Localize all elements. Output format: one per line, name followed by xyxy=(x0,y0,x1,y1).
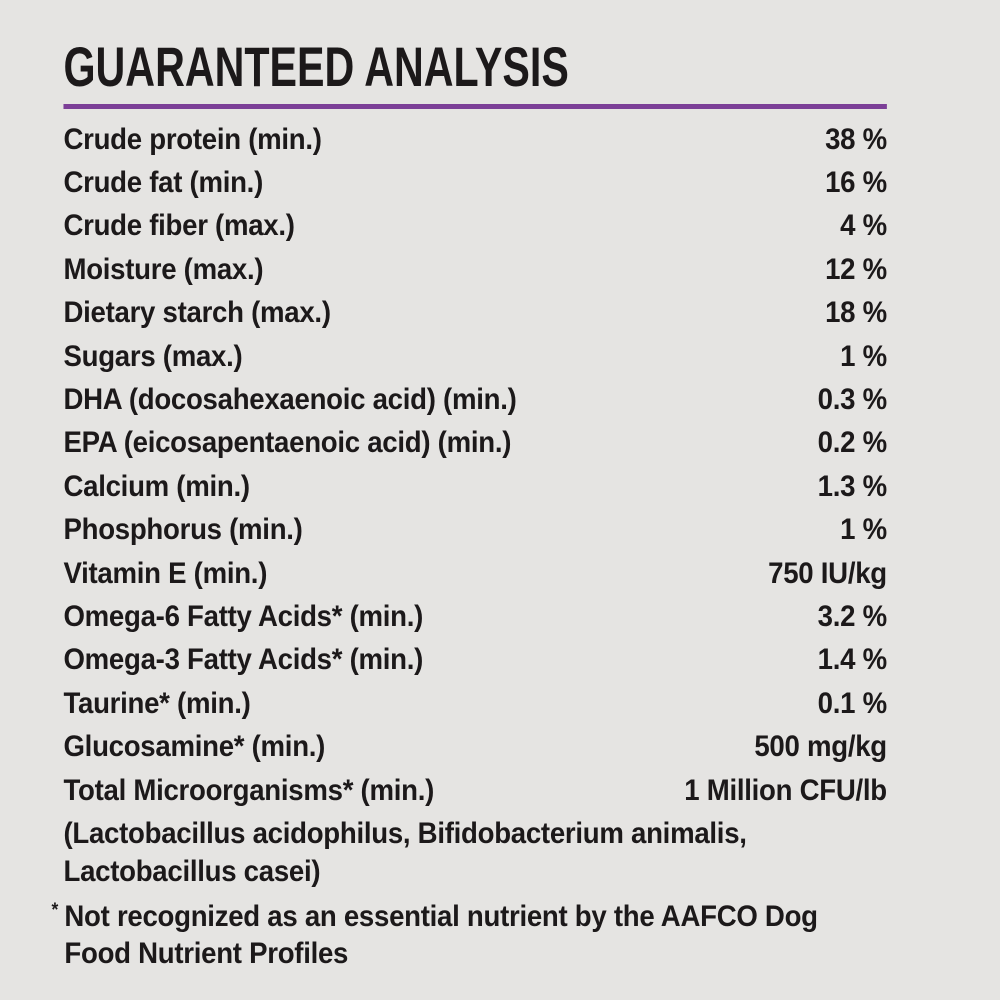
analysis-row: Vitamin E (min.) 750 IU/kg xyxy=(63,552,887,595)
nutrient-value: 4 % xyxy=(840,209,887,243)
nutrient-value: 1 % xyxy=(840,339,887,373)
label-content: GUARANTEED ANALYSIS Crude protein (min.)… xyxy=(50,35,888,972)
section-title: GUARANTEED ANALYSIS xyxy=(63,35,569,98)
nutrient-name: Glucosamine* (min.) xyxy=(63,730,326,764)
analysis-row: Calcium (min.) 1.3 % xyxy=(63,465,887,508)
nutrient-value: 3.2 % xyxy=(817,599,887,633)
analysis-row: Crude protein (min.) 38 % xyxy=(63,118,887,161)
guaranteed-analysis-panel: GUARANTEED ANALYSIS Crude protein (min.)… xyxy=(50,35,888,972)
nutrient-value: 38 % xyxy=(825,122,887,156)
nutrient-name: Crude fat (min.) xyxy=(63,166,264,200)
footnote: * Not recognized as an essential nutrien… xyxy=(50,898,847,972)
nutrient-value: 1.3 % xyxy=(817,469,887,503)
analysis-row: Taurine* (min.) 0.1 % xyxy=(63,682,887,725)
nutrient-name: Dietary starch (max.) xyxy=(63,296,331,330)
nutrient-name: Phosphorus (min.) xyxy=(63,513,303,547)
nutrient-name: Sugars (max.) xyxy=(63,339,243,373)
analysis-row: Glucosamine* (min.) 500 mg/kg xyxy=(63,725,887,768)
nutrient-value: 750 IU/kg xyxy=(768,556,887,590)
nutrient-name: Omega-6 Fatty Acids* (min.) xyxy=(63,599,424,633)
footnote-text: Not recognized as an essential nutrient … xyxy=(64,900,818,971)
analysis-row: Omega-6 Fatty Acids* (min.) 3.2 % xyxy=(63,595,887,638)
analysis-row: DHA (docosahexaenoic acid) (min.) 0.3 % xyxy=(63,378,887,421)
nutrient-value: 0.1 % xyxy=(817,686,887,720)
nutrient-name: Crude fiber (max.) xyxy=(63,209,295,243)
nutrient-value: 1 Million CFU/lb xyxy=(684,773,887,807)
nutrient-value: 0.3 % xyxy=(817,383,887,417)
nutrient-value: 12 % xyxy=(825,252,887,286)
nutrient-name: Crude protein (min.) xyxy=(63,122,322,156)
analysis-row: Omega-3 Fatty Acids* (min.) 1.4 % xyxy=(63,639,887,682)
microorganisms-note: (Lactobacillus acidophilus, Bifidobacter… xyxy=(63,817,747,889)
analysis-row: Crude fat (min.) 16 % xyxy=(63,161,887,204)
nutrient-name: Calcium (min.) xyxy=(63,469,250,503)
nutrient-value: 1.4 % xyxy=(817,643,887,677)
nutrient-name: Omega-3 Fatty Acids* (min.) xyxy=(63,643,424,677)
analysis-row: EPA (eicosapentaenoic acid) (min.) 0.2 % xyxy=(63,422,887,465)
nutrient-value: 18 % xyxy=(825,296,887,330)
analysis-row: Total Microorganisms* (min.) 1 Million C… xyxy=(63,769,887,812)
analysis-row: Phosphorus (min.) 1 % xyxy=(63,509,887,552)
nutrient-value: 1 % xyxy=(840,513,887,547)
analysis-table: Crude protein (min.) 38 % Crude fat (min… xyxy=(63,118,887,812)
nutrient-name: Taurine* (min.) xyxy=(63,686,251,720)
nutrient-name: Total Microorganisms* (min.) xyxy=(63,773,435,807)
analysis-row: Sugars (max.) 1 % xyxy=(63,335,887,378)
analysis-row: Dietary starch (max.) 18 % xyxy=(63,292,887,335)
footnote-asterisk: * xyxy=(51,900,59,922)
analysis-row: Moisture (max.) 12 % xyxy=(63,248,887,291)
analysis-row: Crude fiber (max.) 4 % xyxy=(63,205,887,248)
nutrient-value: 0.2 % xyxy=(817,426,887,460)
nutrient-name: Vitamin E (min.) xyxy=(63,556,268,590)
nutrient-name: DHA (docosahexaenoic acid) (min.) xyxy=(63,383,517,417)
nutrient-name: EPA (eicosapentaenoic acid) (min.) xyxy=(63,426,512,460)
accent-divider xyxy=(63,104,887,109)
nutrient-name: Moisture (max.) xyxy=(63,252,264,286)
nutrient-value: 500 mg/kg xyxy=(754,730,887,764)
nutrient-value: 16 % xyxy=(825,166,887,200)
